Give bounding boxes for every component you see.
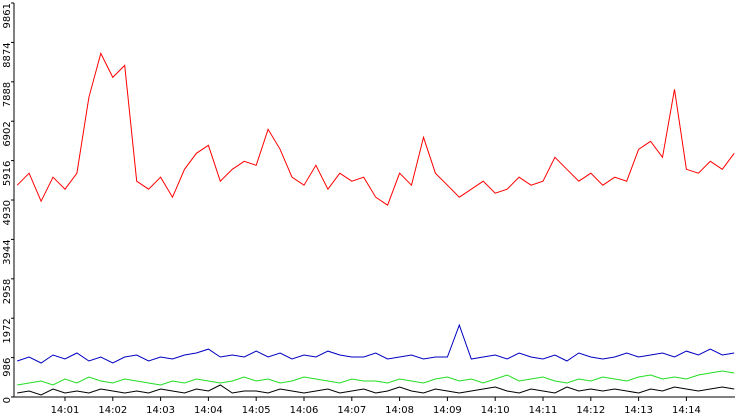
x-tick-label: 14:03 <box>146 405 175 415</box>
series-line <box>17 323 735 364</box>
y-tick-label: 986 <box>2 358 13 377</box>
x-tick-label: 14:12 <box>576 405 605 415</box>
series-line <box>16 52 735 206</box>
x-tick-label: 14:09 <box>433 405 462 415</box>
y-tick-label: 5916 <box>2 161 13 186</box>
x-tick-label: 14:04 <box>194 405 223 415</box>
y-tick-label: 7888 <box>2 82 13 107</box>
series-line <box>17 384 735 396</box>
series-line <box>17 370 735 386</box>
x-tick-label: 14:10 <box>481 405 510 415</box>
y-tick-label: 9861 <box>2 3 13 28</box>
x-tick-label: 14:13 <box>624 405 653 415</box>
x-tick-label: 14:05 <box>242 405 271 415</box>
x-tick-label: 14:07 <box>337 405 366 415</box>
y-tick-label: 4930 <box>2 200 13 225</box>
x-tick-label: 14:02 <box>98 405 127 415</box>
y-tick-label: 8874 <box>2 42 13 67</box>
x-tick-label: 14:01 <box>51 405 80 415</box>
x-tick-label: 14:06 <box>290 405 319 415</box>
y-tick-label: 0 <box>2 397 13 403</box>
y-tick-label: 3944 <box>2 239 13 264</box>
x-tick-label: 14:08 <box>385 405 414 415</box>
x-tick-label: 14:14 <box>672 405 701 415</box>
y-tick-label: 1972 <box>2 318 13 343</box>
x-tick-label: 14:11 <box>529 405 558 415</box>
y-tick-label: 6902 <box>2 121 13 146</box>
y-tick-label: 2958 <box>2 279 13 304</box>
